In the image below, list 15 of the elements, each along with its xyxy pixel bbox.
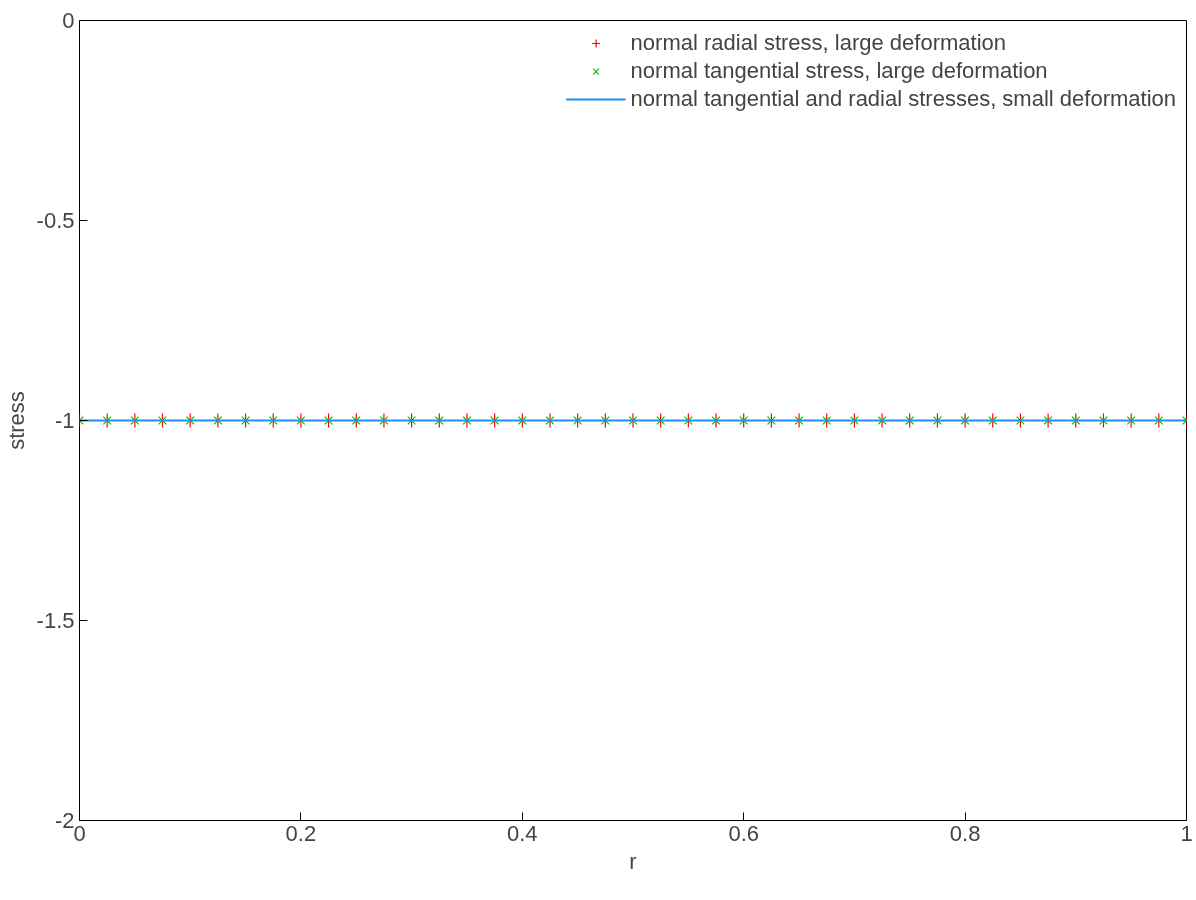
y-axis-title: stress xyxy=(3,391,29,450)
x-tick-label: 0.2 xyxy=(285,820,317,846)
y-tick-label: -1 xyxy=(54,408,75,433)
y-tick-label: -2 xyxy=(54,808,75,833)
legend-label: normal tangential and radial stresses, small deformation xyxy=(630,86,1176,112)
legend-label: normal tangential stress, large deformation xyxy=(630,58,1048,84)
y-tick-label: -0.5 xyxy=(36,208,75,233)
y-tick-label: 0 xyxy=(62,8,75,33)
x-tick-label: 0.4 xyxy=(507,820,538,846)
x-tick-label: 0.6 xyxy=(728,820,759,846)
legend-label: normal radial stress, large deformation xyxy=(630,30,1006,56)
y-tick-label: -1.5 xyxy=(36,608,75,633)
x-axis-title: r xyxy=(629,848,637,874)
x-tick-label: 1 xyxy=(1180,820,1193,846)
x-tick-label: 0.8 xyxy=(949,820,981,846)
